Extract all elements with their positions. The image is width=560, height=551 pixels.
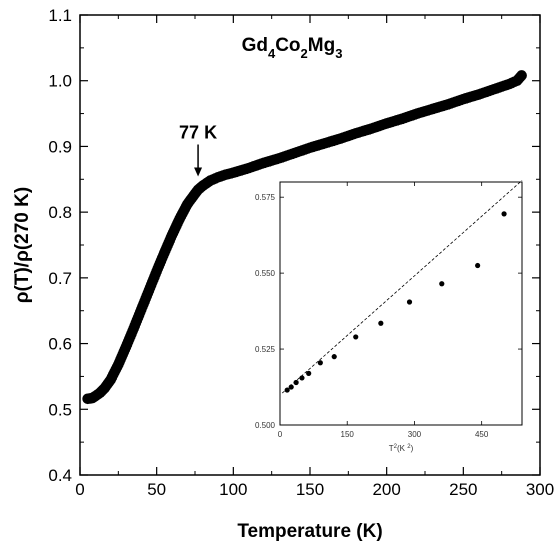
inset-data-point xyxy=(353,334,359,340)
compound-subscript: 3 xyxy=(335,46,342,61)
compound-label: Gd4Co2Mg3 xyxy=(242,35,343,61)
inset-y-tick-label: 0.550 xyxy=(255,269,276,278)
inset-x-axis-title: T2(K 2) xyxy=(389,444,414,453)
inset-data-point xyxy=(331,354,337,360)
inset-fit-line xyxy=(281,180,523,394)
inset-x-tick-label: 150 xyxy=(341,430,355,439)
x-tick-label: 200 xyxy=(372,480,400,499)
compound-subscript: 2 xyxy=(301,46,308,61)
data-point xyxy=(516,70,527,81)
x-axis-title: Temperature (K) xyxy=(237,521,382,542)
annotation-arrow-head xyxy=(194,167,203,177)
inset-x-axis-title-part: (K xyxy=(397,444,407,453)
inset-data-point xyxy=(293,379,299,386)
x-tick-label: 0 xyxy=(75,480,84,499)
inset-data-point xyxy=(378,320,384,326)
y-tick-label: 1.1 xyxy=(48,6,72,25)
inset-data-point xyxy=(317,360,323,366)
y-tick-label: 0.5 xyxy=(48,400,72,419)
inset-x-axis-title-part: T xyxy=(389,444,394,453)
y-tick-label: 0.9 xyxy=(48,137,72,156)
inset-x-axis-title-superscript: 2 xyxy=(394,444,398,450)
y-axis-title: ρ(T)/ρ(270 K) xyxy=(12,187,33,303)
x-tick-label: 150 xyxy=(296,480,324,499)
inset-y-tick-label: 0.575 xyxy=(255,193,276,202)
inset-data-point xyxy=(475,262,481,269)
inset-x-tick-label: 300 xyxy=(408,430,422,439)
x-tick-label: 100 xyxy=(219,480,247,499)
y-tick-label: 0.4 xyxy=(48,466,72,485)
y-tick-label: 1.0 xyxy=(48,72,72,91)
x-tick-label: 250 xyxy=(449,480,477,499)
x-tick-label: 50 xyxy=(147,480,166,499)
inset-x-tick-label: 0 xyxy=(278,430,283,439)
main-plot: 0 50 100 150 200 250 300 0.4 0.5 0.6 0.7 0.8 0.9 1.0 1… xyxy=(12,6,554,542)
annotation-label: 77 K xyxy=(179,122,217,142)
main-series xyxy=(82,70,527,405)
y-tick-label: 0.8 xyxy=(48,203,72,222)
compound-element: Mg xyxy=(308,35,335,56)
inset-x-axis-title-superscript: 2 xyxy=(407,444,411,450)
inset-frame xyxy=(279,181,523,426)
inset-x-tick-label: 450 xyxy=(475,430,489,439)
compound-subscript: 4 xyxy=(268,46,276,61)
compound-element: Co xyxy=(275,35,300,56)
inset-data-point xyxy=(439,281,445,287)
compound-element: Gd xyxy=(242,35,268,56)
x-tick-label: 300 xyxy=(526,480,554,499)
inset-y-tick-label: 0.500 xyxy=(255,421,276,430)
inset-data-point xyxy=(299,375,305,381)
inset-data-point xyxy=(288,384,294,390)
inset-x-axis-title-part: ) xyxy=(411,444,414,453)
inset-data-point xyxy=(406,299,413,305)
y-tick-label: 0.6 xyxy=(48,335,72,354)
inset-data-point xyxy=(501,211,507,217)
inset-data-point xyxy=(284,387,290,393)
inset-y-tick-label: 0.525 xyxy=(255,345,276,354)
inset-data-point xyxy=(306,370,312,376)
y-tick-label: 0.7 xyxy=(48,269,72,288)
